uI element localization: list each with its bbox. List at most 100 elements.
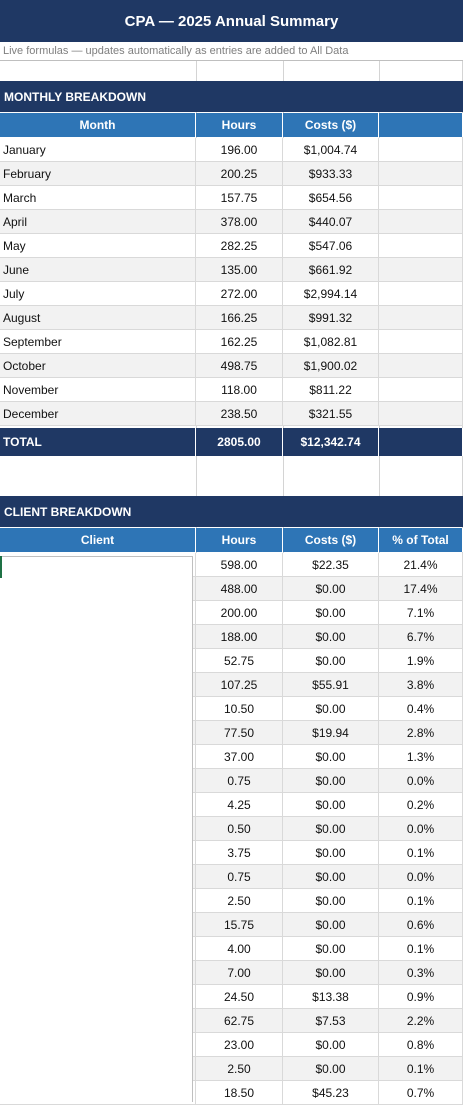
table-row-cell[interactable]: 0.2%	[379, 793, 463, 817]
table-row-cell[interactable]: 7.00	[196, 961, 283, 985]
table-row-cell[interactable]: 0.1%	[379, 841, 463, 865]
table-row-cell[interactable]: 2.50	[196, 1057, 283, 1081]
table-row-cell[interactable]: $933.33	[283, 162, 379, 186]
table-row-cell[interactable]: 0.1%	[379, 1057, 463, 1081]
table-row-cell[interactable]: 598.00	[196, 553, 283, 577]
table-row-cell[interactable]: 1.3%	[379, 745, 463, 769]
client-section-title[interactable]: CLIENT BREAKDOWN	[0, 496, 463, 527]
table-row-cell[interactable]: $0.00	[283, 625, 379, 649]
table-row-cell[interactable]	[379, 306, 463, 330]
table-row-cell[interactable]: 0.75	[196, 769, 283, 793]
table-row-cell[interactable]: $19.94	[283, 721, 379, 745]
table-row-cell[interactable]: 17.4%	[379, 577, 463, 601]
table-row-cell[interactable]: $0.00	[283, 817, 379, 841]
total-row-cell[interactable]: $12,342.74	[283, 428, 379, 456]
table-row-cell[interactable]: 498.75	[196, 354, 283, 378]
table-row-cell[interactable]: 15.75	[196, 913, 283, 937]
table-row-cell[interactable]: 3.75	[196, 841, 283, 865]
table-row-cell[interactable]: $440.07	[283, 210, 379, 234]
table-row-cell[interactable]: 282.25	[196, 234, 283, 258]
table-row-cell[interactable]: $654.56	[283, 186, 379, 210]
table-row-cell[interactable]: 488.00	[196, 577, 283, 601]
table-row-cell[interactable]: 1.9%	[379, 649, 463, 673]
table-row-cell[interactable]: $991.32	[283, 306, 379, 330]
table-row-cell[interactable]: $321.55	[283, 402, 379, 426]
table-row-cell[interactable]: $2,994.14	[283, 282, 379, 306]
table-row-cell[interactable]	[379, 186, 463, 210]
table-row-cell[interactable]: 21.4%	[379, 553, 463, 577]
client-names-panel[interactable]	[0, 556, 193, 1102]
table-row-cell[interactable]: 24.50	[196, 985, 283, 1009]
sheet-subtitle[interactable]: Live formulas — updates automatically as…	[0, 42, 463, 61]
total-row-cell[interactable]: 2805.00	[196, 428, 283, 456]
table-row-cell[interactable]: 0.1%	[379, 937, 463, 961]
table-row-cell[interactable]: 10.50	[196, 697, 283, 721]
table-row-cell[interactable]: 272.00	[196, 282, 283, 306]
table-row-cell[interactable]	[379, 330, 463, 354]
table-row-cell[interactable]: 0.4%	[379, 697, 463, 721]
table-row-cell[interactable]: $0.00	[283, 601, 379, 625]
monthly-header-row-cell[interactable]: Hours	[196, 113, 283, 137]
table-row-cell[interactable]: $661.92	[283, 258, 379, 282]
client-header-row-cell[interactable]: Hours	[196, 528, 283, 552]
table-row-cell[interactable]: 157.75	[196, 186, 283, 210]
table-row-cell[interactable]: January	[0, 138, 196, 162]
table-row-cell[interactable]: 18.50	[196, 1081, 283, 1105]
table-row-cell[interactable]: $55.91	[283, 673, 379, 697]
total-row-cell[interactable]	[379, 428, 463, 456]
table-row-cell[interactable]: 118.00	[196, 378, 283, 402]
table-row-cell[interactable]	[379, 258, 463, 282]
table-row-cell[interactable]: 107.25	[196, 673, 283, 697]
table-row-cell[interactable]: 2.2%	[379, 1009, 463, 1033]
total-row-cell[interactable]: TOTAL	[0, 428, 196, 456]
table-row-cell[interactable]: $0.00	[283, 841, 379, 865]
monthly-header-row-cell[interactable]	[379, 113, 463, 137]
table-row-cell[interactable]: $0.00	[283, 1057, 379, 1081]
table-row-cell[interactable]: $22.35	[283, 553, 379, 577]
table-row-cell[interactable]: $811.22	[283, 378, 379, 402]
table-row-cell[interactable]: $7.53	[283, 1009, 379, 1033]
table-row-cell[interactable]: December	[0, 402, 196, 426]
table-row-cell[interactable]: July	[0, 282, 196, 306]
sheet-title[interactable]: CPA — 2025 Annual Summary	[0, 0, 463, 42]
table-row-cell[interactable]: $0.00	[283, 889, 379, 913]
table-row-cell[interactable]: 188.00	[196, 625, 283, 649]
table-row-cell[interactable]: 0.8%	[379, 1033, 463, 1057]
table-row-cell[interactable]: August	[0, 306, 196, 330]
table-row-cell[interactable]: $0.00	[283, 697, 379, 721]
table-row-cell[interactable]: 378.00	[196, 210, 283, 234]
table-row-cell[interactable]: 0.0%	[379, 817, 463, 841]
table-row-cell[interactable]: 4.00	[196, 937, 283, 961]
table-row-cell[interactable]: $0.00	[283, 649, 379, 673]
table-row-cell[interactable]: 77.50	[196, 721, 283, 745]
table-row-cell[interactable]: 166.25	[196, 306, 283, 330]
client-header-row-cell[interactable]: Client	[0, 528, 196, 552]
table-row-cell[interactable]: $0.00	[283, 961, 379, 985]
table-row-cell[interactable]	[379, 402, 463, 426]
table-row-cell[interactable]: $1,004.74	[283, 138, 379, 162]
table-row-cell[interactable]: 6.7%	[379, 625, 463, 649]
table-row-cell[interactable]	[379, 210, 463, 234]
table-row-cell[interactable]: $0.00	[283, 937, 379, 961]
table-row-cell[interactable]: 238.50	[196, 402, 283, 426]
table-row-cell[interactable]: March	[0, 186, 196, 210]
monthly-section-title[interactable]: MONTHLY BREAKDOWN	[0, 81, 463, 112]
table-row-cell[interactable]	[379, 234, 463, 258]
table-row-cell[interactable]: June	[0, 258, 196, 282]
table-row-cell[interactable]: 2.8%	[379, 721, 463, 745]
table-row-cell[interactable]: 200.25	[196, 162, 283, 186]
table-row-cell[interactable]: $0.00	[283, 745, 379, 769]
table-row-cell[interactable]: 23.00	[196, 1033, 283, 1057]
table-row-cell[interactable]: May	[0, 234, 196, 258]
table-row-cell[interactable]: 0.1%	[379, 889, 463, 913]
table-row-cell[interactable]: February	[0, 162, 196, 186]
table-row-cell[interactable]: 0.6%	[379, 913, 463, 937]
table-row-cell[interactable]: 0.50	[196, 817, 283, 841]
table-row-cell[interactable]: 162.25	[196, 330, 283, 354]
table-row-cell[interactable]: 7.1%	[379, 601, 463, 625]
table-row-cell[interactable]: $0.00	[283, 1033, 379, 1057]
table-row-cell[interactable]	[379, 162, 463, 186]
table-row-cell[interactable]: 0.0%	[379, 865, 463, 889]
table-row-cell[interactable]: 0.7%	[379, 1081, 463, 1105]
monthly-header-row-cell[interactable]: Month	[0, 113, 196, 137]
